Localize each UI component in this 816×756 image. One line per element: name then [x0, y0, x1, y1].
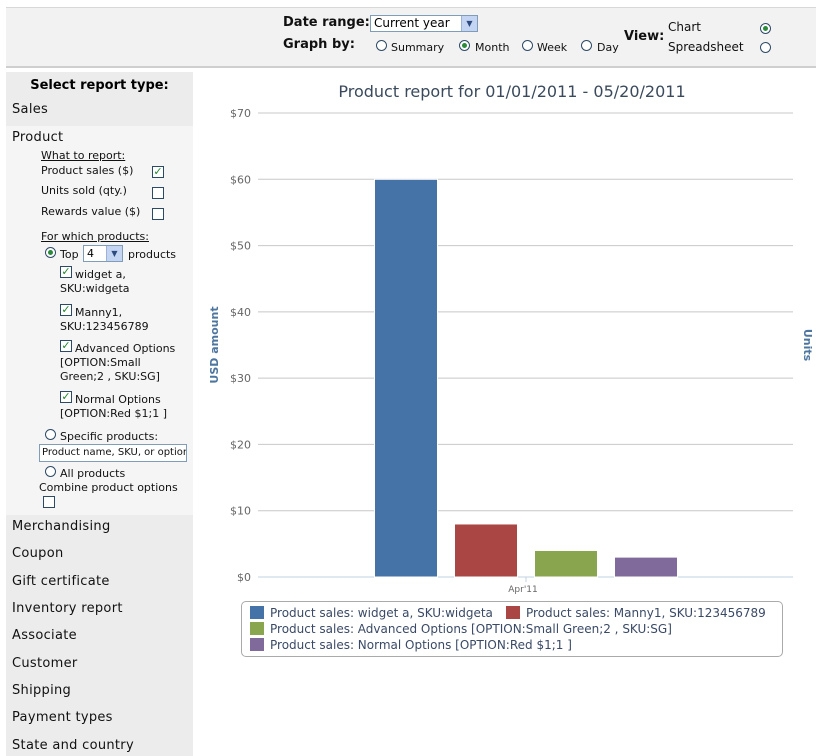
combine-options-label: Combine product options	[39, 481, 178, 494]
graph-by-week-radio[interactable]	[522, 40, 533, 51]
top-label: Top	[60, 248, 79, 261]
product-2-checkbox[interactable]: ✓	[60, 303, 72, 316]
view-label: View:	[624, 29, 665, 44]
specific-products-radio[interactable]	[45, 429, 56, 440]
sidebar-item-associate[interactable]: Associate	[12, 628, 77, 643]
product-1-checkbox[interactable]: ✓	[60, 265, 72, 278]
sidebar-heading: Select report type:	[30, 78, 169, 93]
product-2-line1: Manny1,	[75, 306, 123, 319]
y-tick-label: $40	[230, 306, 251, 319]
chart-legend: Product sales: widget a, SKU:widgeta Pro…	[241, 601, 783, 657]
metric-product-sales-label: Product sales ($)	[41, 164, 134, 177]
legend-item-1[interactable]: Product sales: widget a, SKU:widgeta	[250, 606, 493, 620]
legend-swatch-2	[506, 606, 520, 619]
view-chart-radio[interactable]	[760, 23, 771, 34]
legend-item-3[interactable]: Product sales: Advanced Options [OPTION:…	[250, 622, 672, 636]
metric-units-sold-label: Units sold (qty.)	[41, 184, 127, 197]
sidebar-item-state-and-country[interactable]: State and country	[12, 738, 134, 753]
product-3-line3: Green;2 , SKU:SG]	[60, 370, 160, 383]
product-3-line2: [OPTION:Small	[60, 356, 141, 369]
report-type-sidebar: Select report type: Sales Product What t…	[6, 72, 193, 756]
chevron-down-icon: ▼	[461, 16, 477, 31]
date-range-value: Current year	[374, 16, 450, 30]
sidebar-item-sales[interactable]: Sales	[12, 102, 49, 117]
y-tick-label: $30	[230, 372, 251, 385]
date-range-label: Date range:	[283, 15, 370, 30]
legend-label-4: Product sales: Normal Options [OPTION:Re…	[270, 638, 572, 652]
product-3-line1: Advanced Options	[75, 342, 176, 355]
legend-swatch-3	[250, 622, 264, 635]
top-suffix-label: products	[128, 248, 177, 261]
graph-by-month-label: Month	[475, 41, 510, 54]
legend-item-2[interactable]: Product sales: Manny1, SKU:123456789	[506, 606, 766, 620]
legend-swatch-1	[250, 606, 264, 619]
y-tick-label: $70	[230, 107, 251, 120]
product-1-line1: widget a,	[75, 268, 126, 281]
y-tick-label: $20	[230, 438, 251, 451]
for-which-products-label: For which products:	[41, 230, 149, 243]
product-2-line2: SKU:123456789	[60, 320, 149, 333]
graph-by-month-radio[interactable]	[459, 40, 470, 51]
bar-series-2[interactable]	[454, 523, 518, 578]
graph-by-day-radio[interactable]	[581, 40, 592, 51]
sidebar-item-merchandising[interactable]: Merchandising	[12, 519, 111, 534]
metric-rewards-value-checkbox[interactable]	[152, 208, 164, 220]
legend-item-4[interactable]: Product sales: Normal Options [OPTION:Re…	[250, 638, 572, 652]
x-tick-label: Apr'11	[508, 585, 538, 595]
legend-label-2: Product sales: Manny1, SKU:123456789	[526, 606, 766, 620]
top-products-radio[interactable]	[45, 247, 56, 258]
graph-by-label: Graph by:	[283, 37, 355, 52]
metric-units-sold-checkbox[interactable]	[152, 187, 164, 199]
product-1-line2: SKU:widgeta	[60, 282, 130, 295]
chart-title: Product report for 01/01/2011 - 05/20/20…	[338, 82, 686, 101]
graph-by-week-label: Week	[537, 41, 568, 54]
legend-label-1: Product sales: widget a, SKU:widgeta	[270, 606, 493, 620]
what-to-report-label: What to report:	[41, 149, 126, 162]
graph-by-day-label: Day	[597, 41, 619, 54]
legend-label-3: Product sales: Advanced Options [OPTION:…	[270, 622, 672, 636]
view-chart-label: Chart	[668, 20, 701, 34]
graph-by-summary-label: Summary	[391, 41, 445, 54]
sidebar-item-inventory-report[interactable]: Inventory report	[12, 601, 123, 616]
report-toolbar: Date range: Current year ▼ Graph by: Sum…	[6, 7, 816, 68]
y-tick-label: $10	[230, 505, 251, 518]
top-count-select[interactable]: 4 ▼	[83, 245, 123, 262]
y-tick-label: $50	[230, 240, 251, 253]
graph-by-summary-radio[interactable]	[376, 40, 387, 51]
y2-axis-title: Units	[801, 329, 814, 362]
metric-rewards-value-label: Rewards value ($)	[41, 205, 141, 218]
view-spreadsheet-label: Spreadsheet	[668, 40, 744, 54]
combine-options-checkbox[interactable]	[43, 496, 55, 508]
product-3-checkbox[interactable]: ✓	[60, 339, 72, 352]
y-axis-title: USD amount	[208, 306, 221, 383]
product-4-line2: [OPTION:Red $1;1 ]	[60, 407, 168, 420]
product-4-line1: Normal Options	[75, 393, 161, 406]
y-tick-label: $60	[230, 173, 251, 186]
sidebar-item-customer[interactable]: Customer	[12, 656, 78, 671]
all-products-label: All products	[60, 467, 126, 480]
sidebar-item-product[interactable]: Product	[12, 130, 64, 145]
top-count-value: 4	[87, 247, 94, 260]
sidebar-item-shipping[interactable]: Shipping	[12, 683, 72, 698]
specific-products-input[interactable]: Product name, SKU, or option	[39, 444, 187, 462]
legend-swatch-4	[250, 638, 264, 651]
bar-series-3[interactable]	[534, 549, 598, 578]
y-tick-label: $0	[237, 571, 251, 584]
date-range-select[interactable]: Current year ▼	[370, 15, 478, 32]
view-spreadsheet-radio[interactable]	[760, 42, 771, 53]
bar-series-1[interactable]	[374, 178, 438, 578]
sidebar-item-coupon[interactable]: Coupon	[12, 546, 64, 561]
metric-product-sales-checkbox[interactable]: ✓	[152, 165, 164, 178]
sidebar-item-payment-types[interactable]: Payment types	[12, 710, 113, 725]
product-4-checkbox[interactable]: ✓	[60, 390, 72, 403]
all-products-radio[interactable]	[45, 466, 56, 477]
bar-series-4[interactable]	[614, 556, 678, 578]
chevron-down-icon: ▼	[106, 246, 122, 261]
sidebar-item-gift-certificate[interactable]: Gift certificate	[12, 574, 110, 589]
specific-products-label: Specific products:	[60, 430, 159, 443]
